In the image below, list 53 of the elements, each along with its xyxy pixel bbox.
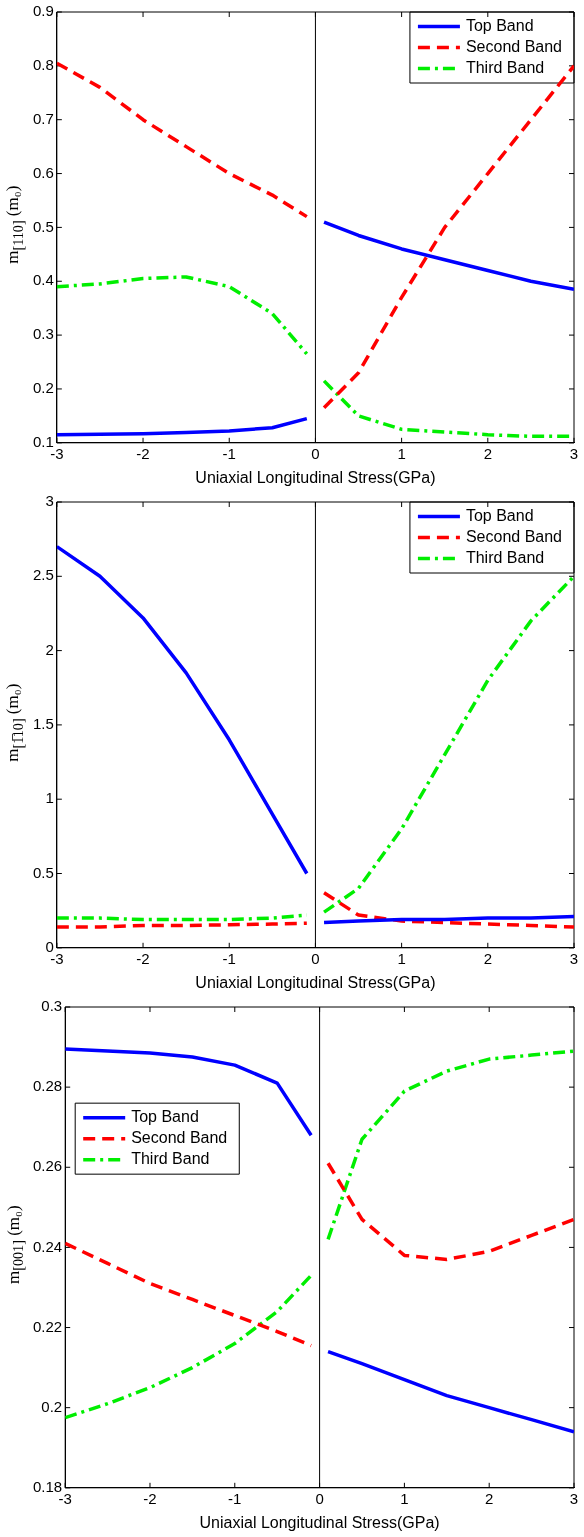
legend-label: Third Band — [131, 1150, 210, 1168]
y-tick-label: 0.18 — [32, 1477, 63, 1495]
legend-label: Top Band — [465, 16, 534, 34]
y-tick-label: 0.3 — [32, 325, 54, 343]
x-tick-label: 2 — [483, 444, 492, 462]
y-tick-label: 3 — [45, 492, 54, 510]
x-tick-label: -2 — [143, 1489, 157, 1507]
x-tick-label: 3 — [569, 949, 579, 967]
y-tick-label: 2 — [45, 640, 54, 658]
y-tick-label: 0.2 — [41, 1397, 63, 1415]
x-tick-label: 1 — [397, 949, 406, 967]
y-tick-label: 0 — [45, 937, 54, 955]
x-tick-label: 1 — [400, 1489, 409, 1507]
y-tick-label: 0.2 — [32, 379, 54, 397]
y-tick-label: 1 — [45, 789, 54, 807]
y-tick-label: 0.22 — [32, 1317, 63, 1335]
y-tick-label: 0.26 — [32, 1157, 63, 1175]
x-tick-label: 2 — [483, 949, 492, 967]
x-axis-title: Uniaxial Longitudinal Stress(GPa) — [195, 973, 436, 991]
x-tick-label: 0 — [315, 1489, 324, 1507]
x-tick-label: -2 — [136, 949, 150, 967]
legend-label: Top Band — [465, 506, 534, 524]
x-tick-label: -2 — [136, 444, 150, 462]
y-tick-label: 0.1 — [32, 432, 54, 450]
y-tick-label: 1.5 — [32, 715, 54, 733]
y-tick-label: 2.5 — [32, 566, 54, 584]
x-tick-label: -1 — [222, 949, 236, 967]
y-tick-label: 0.28 — [32, 1077, 63, 1095]
y-tick-label: 0.9 — [32, 2, 54, 20]
x-tick-label: 2 — [485, 1489, 494, 1507]
y-tick-label: 0.6 — [32, 163, 54, 181]
legend-label: Third Band — [465, 58, 545, 76]
x-axis-title: Uniaxial Longitudinal Stress(GPa) — [195, 468, 436, 486]
y-tick-label: 0.7 — [32, 109, 54, 127]
x-tick-label: 3 — [569, 444, 579, 462]
y-tick-label: 0.5 — [32, 863, 54, 881]
x-tick-label: 1 — [397, 444, 406, 462]
legend-label: Top Band — [131, 1108, 199, 1126]
x-tick-label: 3 — [569, 1489, 579, 1507]
y-tick-label: 0.5 — [32, 217, 54, 235]
legend-label: Third Band — [465, 548, 545, 566]
x-tick-label: -1 — [222, 444, 236, 462]
x-tick-label: -1 — [228, 1489, 242, 1507]
x-tick-label: 0 — [311, 444, 320, 462]
legend-label: Second Band — [465, 37, 562, 55]
y-tick-label: 0.8 — [32, 55, 54, 73]
y-tick-label: 0.4 — [32, 271, 54, 289]
y-tick-label: 0.24 — [32, 1237, 63, 1255]
x-tick-label: 0 — [311, 949, 320, 967]
legend-label: Second Band — [465, 527, 562, 545]
x-axis-title: Uniaxial Longitudinal Stress(GPa) — [199, 1513, 440, 1531]
y-tick-label: 0.3 — [41, 997, 63, 1015]
legend-label: Second Band — [131, 1129, 228, 1147]
